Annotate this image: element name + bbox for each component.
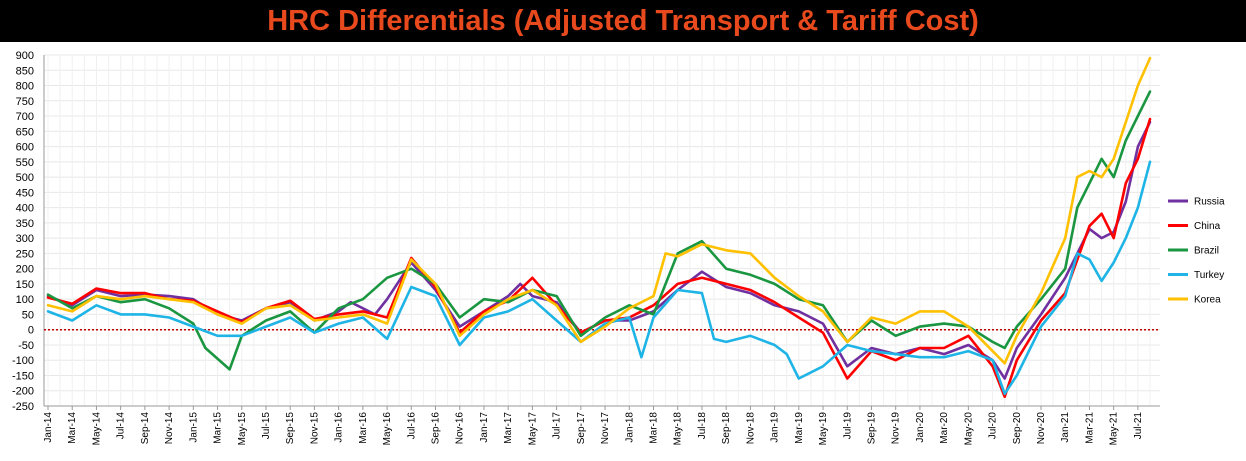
x-tick-label: Mar-15: [213, 412, 224, 444]
x-tick-label: May-15: [237, 412, 248, 446]
x-tick-label: Nov-16: [455, 412, 466, 445]
x-tick-label: Nov-14: [164, 412, 175, 445]
x-tick-label: Jan-19: [770, 412, 781, 443]
x-tick-label: Jan-15: [188, 412, 199, 443]
x-tick-label: Mar-16: [358, 412, 369, 444]
y-tick-label: -200: [12, 386, 34, 398]
y-tick-label: 800: [16, 81, 34, 93]
x-tick-label: Jan-20: [915, 412, 926, 443]
x-tick-label: Jul-16: [406, 412, 417, 440]
chart-title: HRC Differentials (Adjusted Transport & …: [267, 5, 979, 37]
y-tick-label: 850: [16, 65, 34, 77]
x-tick-label: Sep-19: [866, 412, 877, 445]
series-line-korea: [46, 56, 1152, 365]
legend-label-china: China: [1194, 221, 1221, 232]
legend-label-russia: Russia: [1194, 197, 1225, 208]
y-tick-label: 250: [16, 248, 34, 260]
y-tick-label: 450: [16, 187, 34, 199]
x-tick-label: Jul-17: [552, 412, 563, 440]
x-tick-label: May-19: [818, 412, 829, 446]
y-tick-label: 550: [16, 157, 34, 169]
legend-label-korea: Korea: [1194, 295, 1221, 306]
x-tick-label: Jan-16: [334, 412, 345, 443]
x-tick-label: Sep-17: [576, 412, 587, 445]
y-tick-label: 500: [16, 172, 34, 184]
x-tick-label: Mar-14: [67, 412, 78, 444]
y-tick-label: -250: [12, 401, 34, 413]
legend-label-brazil: Brazil: [1194, 246, 1219, 257]
x-tick-label: May-16: [382, 412, 393, 446]
x-tick-label: Mar-20: [939, 412, 950, 444]
x-tick-label: Jul-18: [697, 412, 708, 440]
x-tick-label: Jul-21: [1133, 412, 1144, 440]
x-tick-label: Nov-15: [309, 412, 320, 445]
y-tick-label: 400: [16, 203, 34, 215]
x-tick-label: Jul-19: [842, 412, 853, 440]
series-line-turkey: [46, 160, 1152, 396]
x-tick-label: Sep-16: [431, 412, 442, 445]
legend-label-turkey: Turkey: [1194, 270, 1224, 281]
x-tick-label: Sep-15: [285, 412, 296, 445]
x-tick-label: Jan-17: [479, 412, 490, 443]
x-tick-label: Mar-21: [1084, 412, 1095, 444]
x-tick-label: May-20: [963, 412, 974, 446]
y-tick-label: 600: [16, 142, 34, 154]
y-tick-label: 900: [16, 50, 34, 62]
x-tick-label: Sep-20: [1012, 412, 1023, 445]
x-tick-label: Jul-14: [116, 412, 127, 440]
x-tick-label: May-14: [91, 412, 102, 446]
y-tick-label: 150: [16, 279, 34, 291]
y-tick-label: 650: [16, 126, 34, 138]
y-tick-label: 0: [28, 325, 34, 337]
x-tick-label: May-21: [1109, 412, 1120, 446]
x-tick-label: Nov-20: [1036, 412, 1047, 445]
title-bar: [0, 0, 1246, 42]
x-tick-label: Jan-21: [1060, 412, 1071, 443]
x-tick-label: Nov-19: [891, 412, 902, 445]
y-tick-label: 100: [16, 294, 34, 306]
x-tick-label: May-17: [527, 412, 538, 446]
y-tick-label: -150: [12, 370, 34, 382]
y-tick-label: 200: [16, 264, 34, 276]
x-tick-label: Sep-18: [721, 412, 732, 445]
x-tick-label: May-18: [673, 412, 684, 446]
y-tick-label: 750: [16, 96, 34, 108]
x-tick-label: Nov-17: [600, 412, 611, 445]
chart-area: -250 -200 -150 -100 -50 0 50 100 150 200 250 300 350…: [12, 50, 1225, 446]
x-tick-label: Mar-18: [648, 412, 659, 444]
x-tick-label: Jul-15: [261, 412, 272, 440]
x-tick-label: Sep-14: [140, 412, 151, 445]
x-tick-label: Mar-19: [794, 412, 805, 444]
x-tick-label: Jan-14: [43, 412, 54, 443]
y-tick-label: -50: [18, 340, 34, 352]
x-tick-label: Jul-20: [988, 412, 999, 440]
y-tick-label: 50: [22, 309, 34, 321]
y-tick-label: -100: [12, 355, 34, 367]
x-tick-label: Mar-17: [503, 412, 514, 444]
y-tick-label: 700: [16, 111, 34, 123]
x-tick-label: Nov-18: [745, 412, 756, 445]
x-tick-label: Jan-18: [624, 412, 635, 443]
y-tick-label: 350: [16, 218, 34, 230]
y-tick-label: 300: [16, 233, 34, 245]
